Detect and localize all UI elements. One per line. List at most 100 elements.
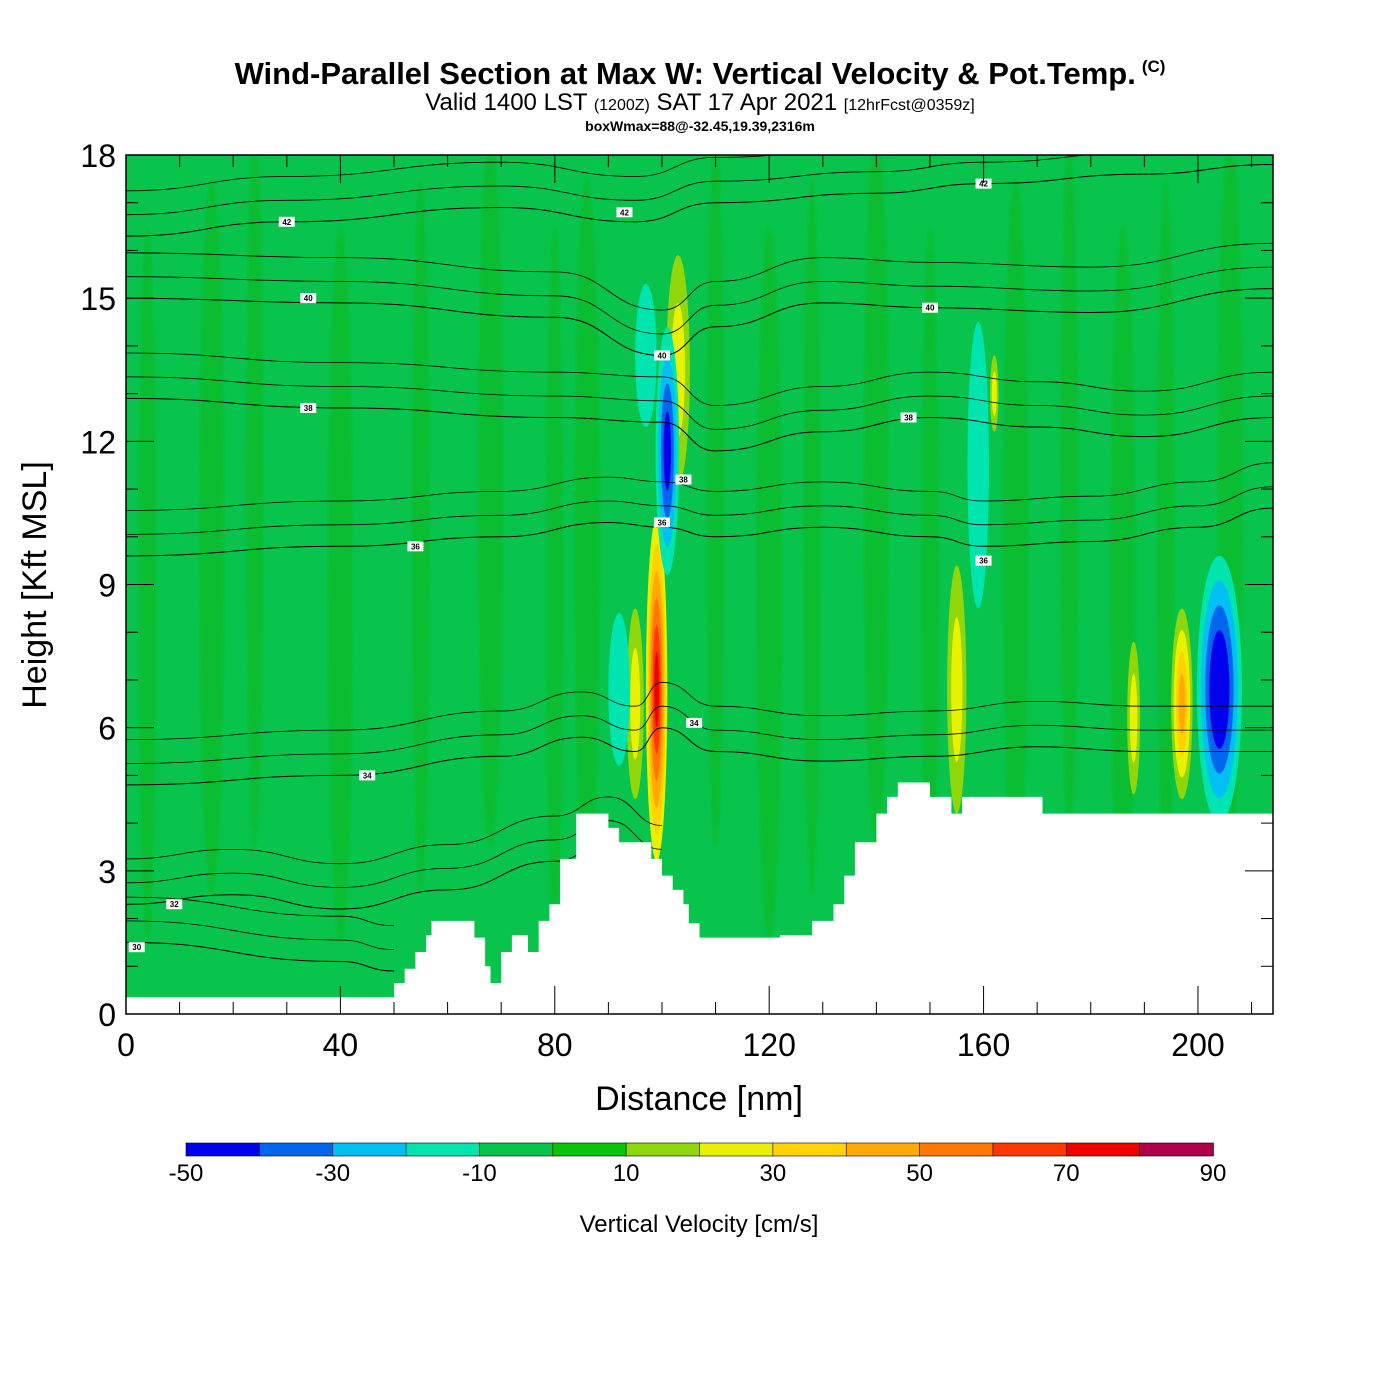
theta-label-box	[300, 402, 317, 413]
theta-label: 34	[686, 717, 703, 728]
theta-label-text: 30	[132, 943, 141, 952]
theta-label-box	[653, 350, 670, 361]
theta-label: 42	[975, 178, 992, 189]
theta-contour-line	[126, 462, 1273, 511]
velocity-contour-band	[967, 322, 989, 609]
theta-label: 42	[278, 216, 295, 227]
colorbar-tick-label: 90	[1200, 1160, 1227, 1187]
theta-contour-line	[126, 920, 395, 950]
theta-contour-line	[126, 242, 1273, 311]
theta-label: 30	[128, 942, 145, 953]
theta-label-text: 34	[690, 719, 699, 728]
theta-label-box	[300, 293, 317, 304]
theta-label-box	[675, 474, 692, 485]
theta-contour-line	[126, 376, 1273, 430]
y-tick-label: 15	[80, 281, 116, 317]
theta-label-box	[975, 555, 992, 566]
colorbar-tick-label: 10	[613, 1160, 640, 1187]
colorbar-swatch	[772, 1142, 848, 1157]
theta-label-text: 40	[304, 294, 313, 303]
theta-contour-line	[126, 796, 663, 865]
valid-time: Valid 1400 LST (1200Z) SAT 17 Apr 2021 […	[425, 89, 975, 116]
theta-contour-line	[126, 266, 1273, 335]
theta-label-box	[278, 216, 295, 227]
x-tick-label: 200	[1171, 1027, 1224, 1063]
colorbar-swatch	[1139, 1142, 1214, 1157]
velocity-contour-band	[630, 648, 641, 760]
theta-label-box	[407, 541, 424, 552]
theta-label: 42	[616, 207, 633, 218]
theta-label-text: 40	[926, 304, 935, 313]
colorbar-swatch	[259, 1142, 334, 1157]
theta-label-text: 40	[658, 351, 667, 360]
chart-title: Wind-Parallel Section at Max W: Vertical…	[234, 56, 1166, 91]
updraft-streak	[921, 226, 939, 943]
theta-label-box	[166, 899, 183, 910]
theta-label-text: 42	[620, 208, 629, 217]
colorbar-tick-label: 50	[906, 1160, 933, 1187]
velocity-contour-band	[1178, 673, 1186, 735]
x-tick-label: 120	[742, 1027, 795, 1063]
x-tick-label: 160	[957, 1027, 1010, 1063]
theta-contour-line	[126, 352, 1273, 406]
x-tick-label: 0	[117, 1027, 135, 1063]
updraft-streak	[546, 226, 564, 943]
y-tick-label: 12	[80, 424, 116, 460]
updraft-streak	[707, 155, 725, 847]
theta-label-box	[616, 207, 633, 218]
theta-label: 38	[900, 412, 917, 423]
y-axis-label: Height [Kft MSL]	[16, 461, 54, 709]
theta-label-text: 38	[904, 413, 913, 422]
colorbar-swatch	[699, 1142, 774, 1157]
colorbar-swatch	[185, 1142, 261, 1157]
theta-label-text: 36	[411, 542, 420, 551]
theta-label-text: 42	[979, 180, 988, 189]
updraft-streak	[412, 178, 430, 895]
terrain	[126, 782, 1273, 1014]
velocity-contour-band	[991, 371, 997, 416]
updraft-streak	[246, 155, 264, 847]
theta-contour-line	[126, 941, 395, 972]
theta-contour-line	[126, 486, 1273, 535]
theta-label-text: 38	[679, 476, 688, 485]
colorbar-swatch	[1065, 1142, 1141, 1157]
colorbar-swatch	[405, 1142, 481, 1157]
updraft-streak	[1060, 155, 1078, 847]
updraft-streak	[477, 155, 504, 847]
velocity-features	[608, 255, 1242, 862]
colorbar-swatch	[552, 1142, 627, 1157]
theta-label: 40	[300, 293, 317, 304]
y-tick-label: 9	[98, 568, 116, 604]
colorbar-tick-label: 30	[760, 1160, 787, 1187]
updraft-streak	[1157, 178, 1175, 895]
velocity-contour-band	[654, 651, 659, 728]
theta-label: 32	[166, 899, 183, 910]
y-tick-label: 6	[98, 711, 116, 747]
colorbar-swatch	[332, 1142, 407, 1157]
updraft-streak	[327, 226, 353, 943]
theta-label-box	[653, 517, 670, 528]
theta-label-box	[900, 412, 917, 423]
theta-label-box	[359, 770, 376, 781]
theta-contour-line	[126, 681, 1273, 740]
theta-label-text: 36	[658, 518, 667, 527]
theta-contour-line	[126, 397, 1273, 452]
y-tick-label: 3	[98, 854, 116, 890]
x-axis-label: Distance [nm]	[595, 1080, 803, 1118]
updraft-streak	[1003, 178, 1029, 895]
updraft-streaks	[138, 155, 1243, 943]
theta-label-text: 36	[979, 557, 988, 566]
colorbar-swatch	[992, 1142, 1068, 1157]
updraft-streak	[863, 155, 889, 847]
x-tick-label: 40	[323, 1027, 359, 1063]
theta-label: 38	[675, 474, 692, 485]
copyright-mark: (C)	[1141, 57, 1166, 76]
y-tick-label: 18	[80, 138, 116, 174]
velocity-contour-band	[1129, 673, 1138, 763]
theta-label: 38	[300, 402, 317, 413]
updraft-streak	[199, 178, 225, 895]
colorbar: -50 -30 -10 10 30 50 70 90	[169, 1142, 1227, 1187]
velocity-contour-band	[608, 613, 630, 766]
theta-contour-line	[126, 164, 1273, 237]
